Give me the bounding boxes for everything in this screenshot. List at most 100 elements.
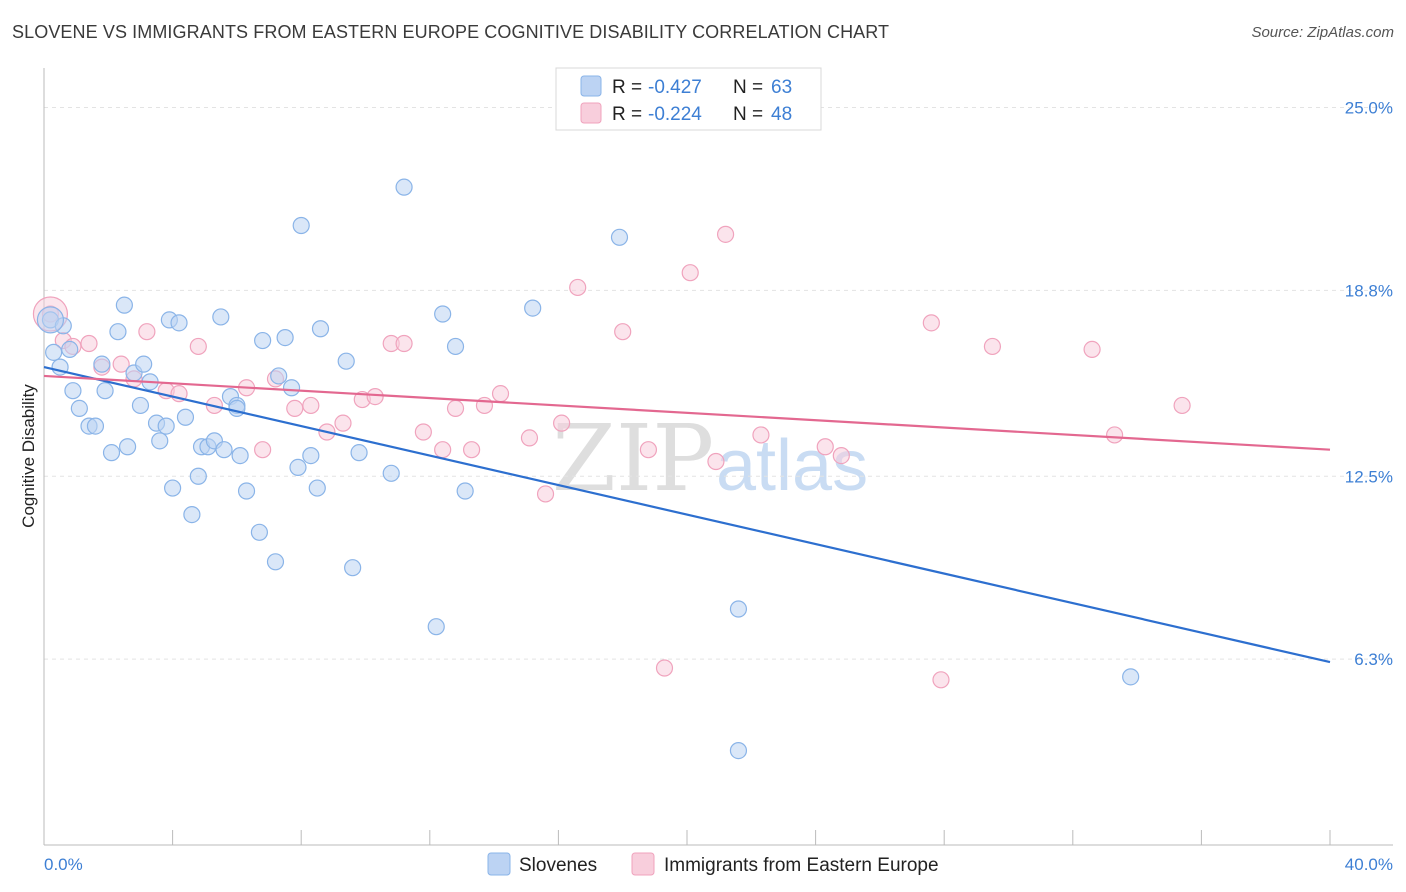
immigrants-point (80, 334, 98, 353)
slovenes-point (170, 314, 188, 332)
immigrants-point (569, 278, 587, 297)
slovenes-point (729, 741, 748, 760)
slovenes-point (215, 441, 233, 459)
slovenes-point (135, 355, 153, 373)
slovenes-point (86, 417, 105, 435)
chart-title: SLOVENE VS IMMIGRANTS FROM EASTERN EUROP… (12, 22, 890, 42)
slovenes-point (282, 379, 301, 397)
immigrants-point (254, 441, 272, 459)
immigrants-point (752, 426, 770, 444)
immigrants-point (716, 225, 735, 243)
immigrants-point (614, 323, 632, 341)
immigrants-point (395, 334, 413, 353)
immigrants-point (536, 485, 555, 503)
slovenes-point (164, 479, 182, 497)
slovenes-point (276, 329, 294, 347)
immigrants-point (707, 452, 725, 471)
x-tick-label-min: 0.0% (44, 855, 83, 874)
slovenes-point (93, 355, 111, 373)
immigrants-point (491, 385, 510, 403)
immigrants-point (366, 388, 384, 406)
immigrants-point (681, 264, 699, 282)
slovenes-point (183, 505, 201, 524)
legend-n-value-immigrants: 48 (771, 104, 792, 125)
series-slovenes-points (36, 178, 1140, 760)
legend-r-value-slovenes: -0.427 (648, 77, 702, 98)
immigrants-point (983, 337, 1002, 356)
slovenes-point (157, 417, 175, 435)
y-axis-label: Cognitive Disability (19, 384, 38, 528)
slovenes-point (131, 396, 150, 415)
slovenes-point (302, 447, 320, 465)
trend-line-slovenes (43, 366, 1331, 664)
trend-line-immigrants (43, 374, 1331, 451)
slovenes-point (231, 447, 249, 465)
immigrants-point (520, 429, 539, 447)
immigrants-point (655, 659, 674, 677)
bottom-legend-label-slovenes: Slovenes (519, 855, 597, 876)
slovenes-point (118, 438, 137, 456)
bottom-legend-swatch-immigrants (631, 852, 655, 876)
immigrants-point (462, 441, 481, 459)
watermark: ZIP atlas (552, 405, 868, 512)
slovenes-point (151, 432, 169, 450)
legend-n-value-slovenes: 63 (771, 77, 792, 98)
immigrants-point (639, 441, 658, 459)
immigrants-point (302, 396, 320, 415)
immigrants-point (446, 399, 465, 417)
x-tick-label-max: 40.0% (1345, 855, 1393, 874)
slovenes-point (289, 458, 307, 476)
slovenes-point (308, 479, 326, 497)
slovenes-point (45, 343, 63, 361)
slovenes-point (729, 600, 748, 618)
legend-n-label-slovenes: N = (733, 77, 763, 98)
slovenes-point (189, 467, 207, 485)
slovenes-point (212, 308, 230, 326)
legend-n-label-immigrants: N = (733, 104, 763, 125)
slovenes-point (344, 559, 362, 577)
slovenes-point-large (36, 306, 65, 334)
legend-r-label-slovenes: R = (612, 77, 642, 98)
slovenes-point (382, 464, 400, 482)
immigrants-point (922, 314, 940, 332)
slovenes-point (270, 367, 288, 385)
legend-swatch-immigrants (580, 102, 602, 124)
immigrants-point (286, 399, 304, 417)
slovenes-point (228, 399, 246, 417)
trend-lines (43, 366, 1331, 664)
y-tick-labels: 6.3% 12.5% 18.8% 25.0% (1345, 99, 1393, 670)
slovenes-point (1122, 668, 1140, 686)
slovenes-point (64, 382, 82, 400)
y-tick-label: 12.5% (1345, 467, 1393, 486)
slovenes-point (102, 444, 121, 462)
slovenes-point (250, 523, 269, 541)
slovenes-point (254, 331, 272, 350)
slovenes-point (266, 553, 285, 571)
series-legend: Slovenes Immigrants from Eastern Europe (487, 852, 939, 876)
watermark-zip: ZIP (552, 405, 714, 512)
y-tick-label: 18.8% (1345, 281, 1393, 300)
slovenes-point (109, 323, 127, 341)
slovenes-point (237, 482, 256, 500)
axes (43, 68, 1393, 846)
slovenes-point (176, 408, 195, 426)
slovenes-point (456, 482, 474, 500)
immigrants-point (1083, 340, 1101, 358)
slovenes-point (434, 305, 452, 323)
immigrants-point (138, 323, 156, 341)
slovenes-point (292, 216, 310, 235)
immigrants-point (112, 355, 130, 373)
immigrants-point (434, 441, 452, 459)
slovenes-point (350, 444, 368, 462)
slovenes-point (70, 399, 88, 417)
immigrants-point (1173, 396, 1191, 415)
slovenes-point (427, 618, 445, 636)
slovenes-point (446, 337, 465, 356)
legend-swatch-slovenes (580, 75, 602, 97)
slovenes-point (311, 320, 330, 338)
bottom-legend-swatch-slovenes (487, 852, 511, 876)
slovenes-point (395, 178, 413, 196)
slovenes-point (96, 382, 114, 400)
bottom-legend-label-immigrants: Immigrants from Eastern Europe (664, 855, 939, 876)
slovenes-point (61, 340, 79, 358)
